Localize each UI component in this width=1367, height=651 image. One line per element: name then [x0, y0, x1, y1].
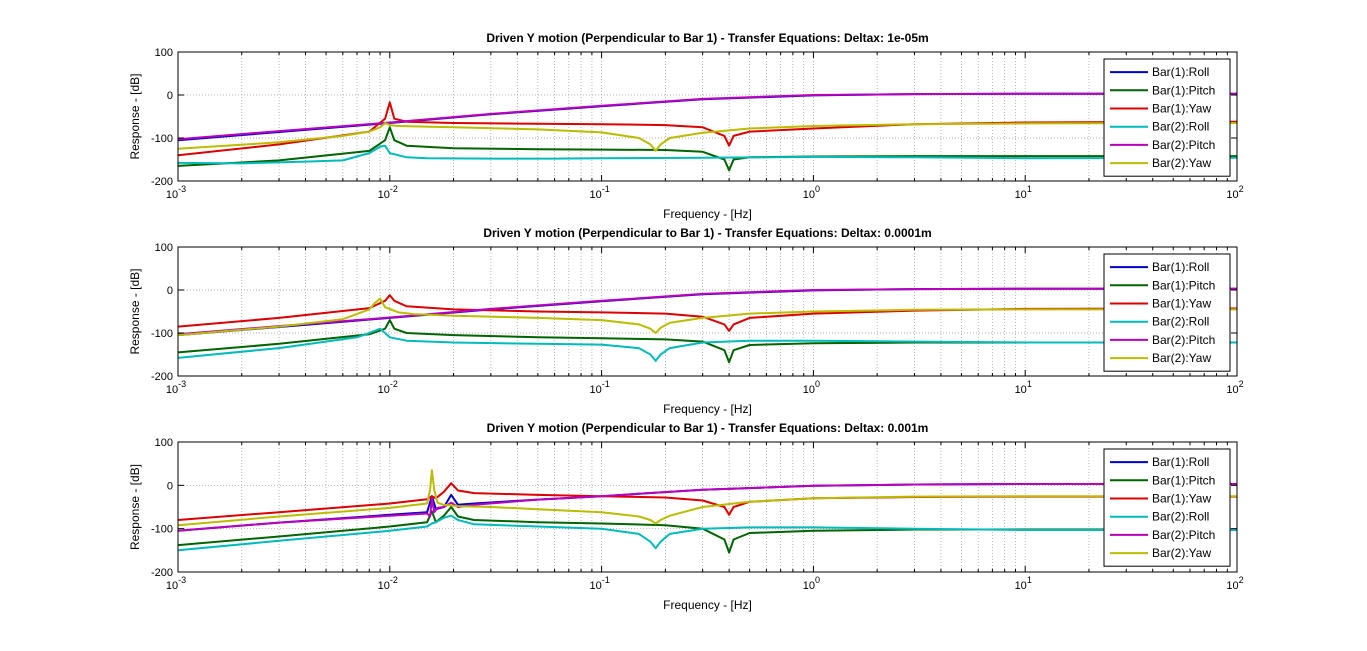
y-tick-label: -100: [151, 133, 173, 145]
series-group: [178, 92, 1237, 172]
legend-box: [1103, 58, 1231, 177]
x-axis-label: Frequency - [Hz]: [663, 598, 752, 612]
y-axis-label: Response - [dB]: [128, 73, 142, 159]
subplot-3: 10-3 10-2 10-1 100 101 102 100 0 -100 -200 Driven …: [128, 421, 1244, 612]
x-tick-label: 101: [1015, 575, 1032, 592]
x-tick-label: 10-1: [589, 379, 609, 396]
legend-entry: Bar(1):Yaw: [1152, 102, 1211, 116]
y-tick-label: 0: [167, 480, 173, 492]
legend: Bar(1):Roll Bar(1):Pitch Bar(1):Yaw Bar(2):…: [1103, 58, 1231, 177]
series-group: [178, 287, 1237, 364]
legend-entry: Bar(1):Roll: [1152, 260, 1209, 274]
x-tick-label: 10-2: [378, 575, 398, 592]
x-tick-label: 10-2: [378, 379, 398, 396]
legend: Bar(1):Roll Bar(1):Pitch Bar(1):Yaw Bar(2):…: [1103, 448, 1231, 567]
x-tick-label: 10-1: [589, 575, 609, 592]
legend-entry: Bar(1):Pitch: [1152, 83, 1215, 97]
legend-entry: Bar(2):Roll: [1152, 120, 1209, 134]
x-tick-label: 100: [803, 379, 820, 396]
y-axis-label: Response - [dB]: [128, 268, 142, 354]
chart-title: Driven Y motion (Perpendicular to Bar 1)…: [483, 226, 931, 240]
legend-box: [1103, 253, 1231, 372]
axes-frame: [177, 246, 1238, 377]
series-group: [178, 469, 1237, 554]
axes-frame: [177, 51, 1238, 182]
subplot-1: 10-3 10-2 10-1 100 101 102 100 0 -100 -200 Driven …: [128, 31, 1244, 221]
x-tick-label: 10-2: [378, 184, 398, 201]
axes-background: [178, 247, 1237, 376]
legend-entry: Bar(2):Yaw: [1152, 546, 1211, 560]
y-tick-label: 0: [167, 90, 173, 102]
legend: Bar(1):Roll Bar(1):Pitch Bar(1):Yaw Bar(2):…: [1103, 253, 1231, 372]
legend-entry: Bar(1):Pitch: [1152, 473, 1215, 487]
x-tick-label: 10-3: [166, 184, 186, 201]
x-tick-label: 102: [1226, 379, 1243, 396]
legend-box: [1103, 448, 1231, 567]
legend-entry: Bar(2):Pitch: [1152, 528, 1215, 542]
series-line-Bar(2):Pitch: [178, 483, 1237, 532]
legend-entry: Bar(1):Roll: [1152, 455, 1209, 469]
series-line-Bar(2):Pitch: [178, 92, 1237, 141]
series-line-Bar(2):Yaw: [178, 297, 1237, 337]
series-line-Bar(1):Yaw: [178, 294, 1237, 332]
series-line-Bar(1):Pitch: [178, 319, 1237, 364]
x-tick-label: 101: [1015, 379, 1032, 396]
axes-background: [178, 52, 1237, 181]
x-tick-label: 102: [1226, 575, 1243, 592]
chart-title: Driven Y motion (Perpendicular to Bar 1)…: [486, 31, 928, 45]
x-tick-label: 10-3: [166, 575, 186, 592]
legend-entry: Bar(1):Roll: [1152, 65, 1209, 79]
x-axis-label: Frequency - [Hz]: [663, 207, 752, 221]
series-line-Bar(1):Yaw: [178, 101, 1237, 157]
series-line-Bar(2):Pitch: [178, 287, 1237, 336]
grid: [178, 247, 1237, 376]
y-tick-label: -100: [151, 524, 173, 536]
legend-entry: Bar(2):Roll: [1152, 510, 1209, 524]
y-tick-label: 100: [155, 242, 173, 254]
y-tick-label: -200: [151, 567, 173, 579]
x-axis-label: Frequency - [Hz]: [663, 402, 752, 416]
legend-entry: Bar(2):Roll: [1152, 315, 1209, 329]
y-tick-label: 0: [167, 285, 173, 297]
subplot-2: 10-3 10-2 10-1 100 101 102 100 0 -100 -200 Driven …: [128, 226, 1244, 416]
x-tick-label: 10-1: [589, 184, 609, 201]
y-tick-label: -100: [151, 328, 173, 340]
x-tick-label: 100: [803, 575, 820, 592]
legend-entry: Bar(2):Pitch: [1152, 333, 1215, 347]
x-tick-label: 101: [1015, 184, 1032, 201]
axes-frame: [177, 441, 1238, 573]
y-tick-label: -200: [151, 371, 173, 383]
x-tick-label: 100: [803, 184, 820, 201]
x-tick-label: 102: [1226, 184, 1243, 201]
legend-entry: Bar(1):Pitch: [1152, 278, 1215, 292]
series-line-Bar(2):Roll: [178, 144, 1237, 165]
legend-entry: Bar(1):Yaw: [1152, 297, 1211, 311]
series-line-Bar(2):Yaw: [178, 122, 1237, 152]
y-tick-label: -200: [151, 176, 173, 188]
legend-entry: Bar(2):Pitch: [1152, 138, 1215, 152]
x-tick-label: 10-3: [166, 379, 186, 396]
y-tick-label: 100: [155, 437, 173, 449]
legend-entry: Bar(2):Yaw: [1152, 351, 1211, 365]
series-line-Bar(2):Yaw: [178, 469, 1237, 527]
chart-title: Driven Y motion (Perpendicular to Bar 1)…: [487, 421, 929, 435]
y-tick-label: 100: [155, 47, 173, 59]
series-line-Bar(2):Roll: [178, 514, 1237, 552]
legend-entry: Bar(1):Yaw: [1152, 492, 1211, 506]
series-line-Bar(2):Roll: [178, 327, 1237, 362]
y-axis-label: Response - [dB]: [128, 464, 142, 550]
legend-entry: Bar(2):Yaw: [1152, 156, 1211, 170]
